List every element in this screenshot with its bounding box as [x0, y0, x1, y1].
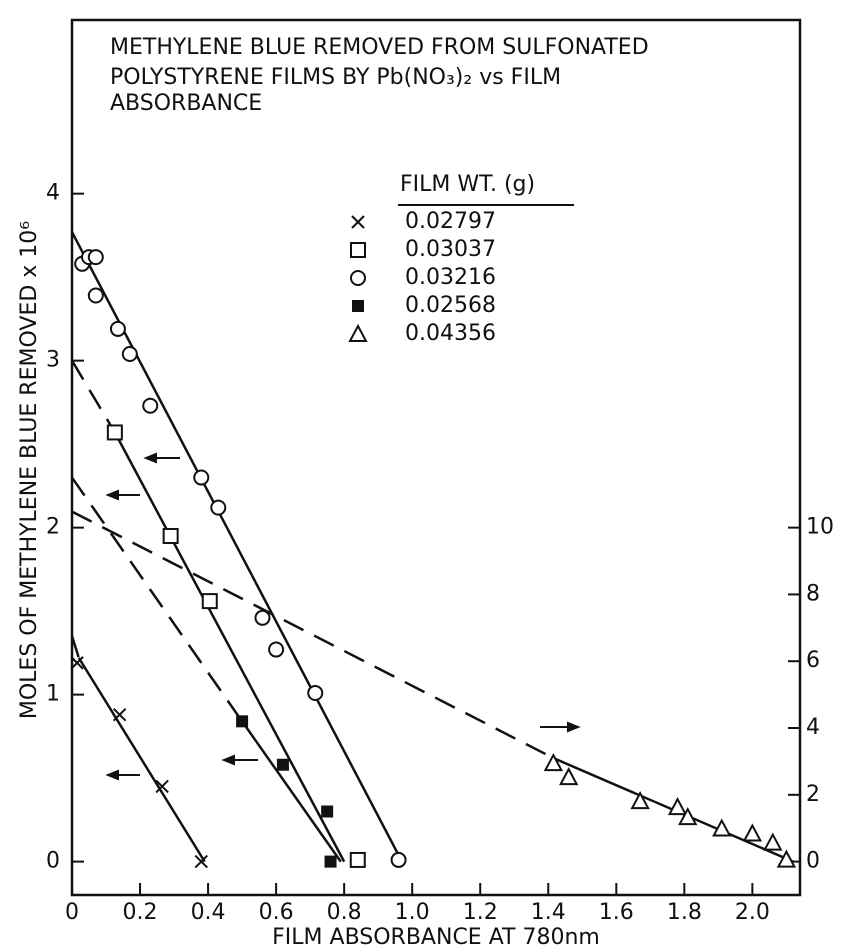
data-point	[276, 758, 289, 771]
legend-label: 0.02568	[405, 293, 496, 318]
x-tick-label: 0.2	[123, 900, 158, 925]
x-tick-label: 2.0	[735, 900, 770, 925]
data-point	[87, 249, 104, 266]
x-tick-label: 0	[65, 900, 79, 925]
y-tick-label: 3	[46, 348, 60, 373]
legend-marker	[348, 323, 368, 342]
data-point	[543, 752, 564, 772]
legend-label: 0.03216	[405, 265, 496, 290]
data-point	[121, 345, 138, 362]
data-point	[70, 656, 84, 670]
x-axis-label: FILM ABSORBANCE AT 780nm	[272, 925, 600, 949]
x-tick-label: 0.8	[327, 900, 362, 925]
fit-line	[70, 231, 404, 863]
legend-label: 0.02797	[405, 209, 496, 234]
arrow-head	[105, 489, 119, 501]
data-point	[155, 779, 169, 794]
data-point	[349, 851, 366, 868]
data-point	[87, 287, 104, 304]
data-point	[109, 320, 126, 337]
fit-line	[77, 657, 206, 863]
data-point	[712, 818, 732, 837]
legend-marker	[350, 242, 366, 258]
arrow-head	[105, 769, 119, 781]
legend-marker	[350, 270, 366, 286]
data-point	[678, 807, 698, 826]
legend-label: 0.03037	[405, 237, 496, 262]
y-tick-label: 1	[46, 682, 60, 707]
x-tick-label: 1.6	[599, 900, 634, 925]
legend-marker	[351, 215, 365, 229]
fit-line-dashed	[70, 635, 80, 659]
arrow-head	[221, 754, 235, 766]
fit-line	[113, 431, 346, 863]
data-point	[776, 849, 797, 868]
x-tick-label: 1.0	[395, 900, 430, 925]
x-tick-label: 0.4	[191, 900, 226, 925]
x-tick-label: 0.6	[259, 900, 294, 925]
data-point	[742, 823, 763, 842]
y-tick-label: 2	[46, 515, 60, 540]
legend-marker	[352, 300, 364, 312]
y2-tick-label: 10	[806, 515, 834, 540]
chart-title: POLYSTYRENE FILMS BY Pb(NO₃)₂ vs FILM	[110, 65, 561, 90]
data-point	[630, 791, 650, 810]
data-point	[324, 855, 337, 868]
data-point	[201, 593, 218, 610]
legend-title: FILM WT. (g)	[400, 172, 535, 197]
data-point	[390, 851, 407, 868]
data-point	[307, 684, 324, 701]
data-point	[236, 715, 249, 728]
y2-tick-label: 6	[806, 648, 820, 673]
data-point	[142, 397, 159, 414]
y2-tick-label: 4	[806, 715, 820, 740]
data-point	[193, 469, 210, 486]
y2-tick-label: 8	[806, 581, 820, 606]
data-point	[321, 805, 334, 818]
data-point	[254, 609, 271, 626]
arrows	[105, 452, 581, 781]
arrow-head	[567, 721, 581, 733]
data-point	[667, 797, 688, 816]
fit-line-dashed	[71, 510, 554, 760]
y2-tick-label: 0	[806, 849, 820, 874]
y-tick-label: 0	[46, 849, 60, 874]
fit-line-dashed	[70, 476, 244, 723]
data-point	[268, 641, 285, 658]
fit-line-dashed	[70, 360, 116, 434]
plot-frame	[70, 18, 802, 897]
y2-tick-label: 2	[806, 782, 820, 807]
x-tick-label: 1.8	[667, 900, 702, 925]
data-point	[112, 707, 127, 722]
x-tick-label: 1.2	[463, 900, 498, 925]
y-axis-label: MOLES OF METHYLENE BLUE REMOVED x 10⁶	[17, 221, 42, 719]
y-tick-label: 4	[46, 181, 60, 206]
legend-label: 0.04356	[405, 321, 496, 346]
chart-title: METHYLENE BLUE REMOVED FROM SULFONATED	[110, 35, 649, 60]
chart-title: ABSORBANCE	[110, 91, 262, 116]
data-point	[106, 424, 123, 441]
data-point	[162, 527, 179, 544]
data-point	[763, 832, 783, 851]
data-point	[210, 499, 227, 516]
x-tick-label: 1.4	[531, 900, 566, 925]
fit-line	[241, 720, 342, 863]
data-point	[194, 854, 208, 869]
arrow-head	[143, 452, 157, 464]
data-point	[559, 766, 579, 786]
